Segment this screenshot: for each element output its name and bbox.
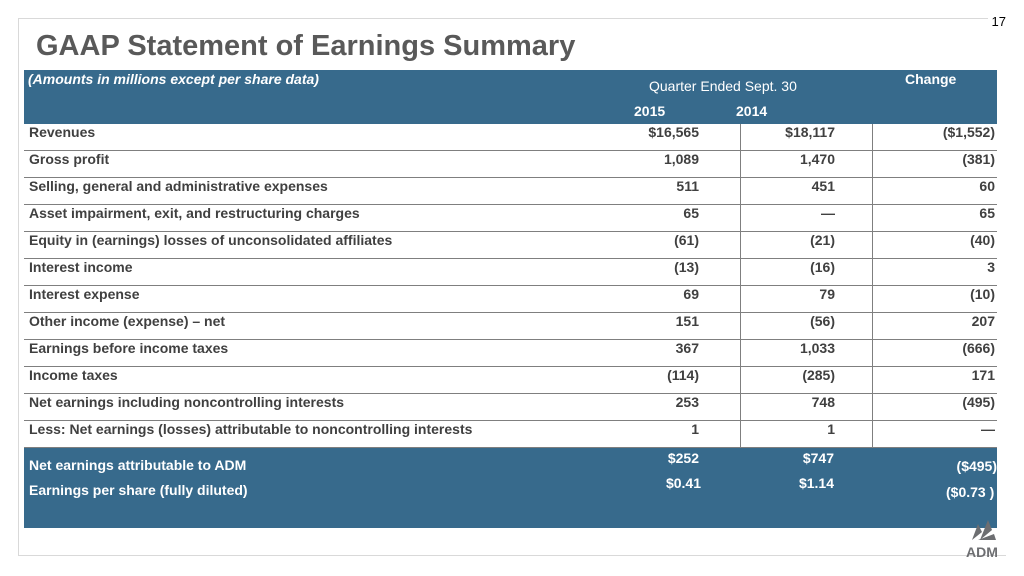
row-label: Net earnings including noncontrolling in… (29, 394, 345, 410)
value-change: (495) (962, 394, 995, 410)
row-label: Other income (expense) – net (29, 313, 226, 329)
eps-label: Earnings per share (fully diluted) (29, 482, 248, 498)
value-2015: 1,089 (663, 151, 699, 167)
row-label: Revenues (29, 124, 96, 140)
value-change: 207 (971, 313, 995, 329)
value-2014: (21) (810, 232, 835, 248)
value-2014: (56) (810, 313, 835, 329)
value-2015: 367 (675, 340, 699, 356)
year-2014-header: 2014 (736, 103, 768, 119)
quarter-header: Quarter Ended Sept. 30 (649, 78, 797, 94)
change-header: Change (905, 71, 957, 87)
value-2015: (114) (667, 367, 699, 383)
value-2014: 1,470 (799, 151, 835, 167)
value-2014: (16) (810, 259, 835, 275)
value-2015: 151 (675, 313, 699, 329)
value-change: ($1,552) (942, 124, 995, 140)
column-divider (740, 124, 741, 448)
value-2015: (13) (674, 259, 699, 275)
value-change: — (981, 421, 995, 437)
value-2014: 748 (811, 394, 835, 410)
row-label: Earnings before income taxes (29, 340, 229, 356)
value-change: 65 (979, 205, 995, 221)
row-label: Less: Net earnings (losses) attributable… (29, 421, 473, 437)
row-label: Selling, general and administrative expe… (29, 178, 328, 194)
year-2015-header: 2015 (634, 103, 666, 119)
table-row: Other income (expense) – net 151 (56) 207 (24, 313, 997, 340)
table-row: Interest expense 69 79 (10) (24, 286, 997, 313)
value-2015: 1 (691, 421, 699, 437)
slide-frame (18, 18, 1006, 556)
value-2015: 69 (683, 286, 699, 302)
eps-2014: $1.14 (798, 475, 834, 491)
value-change: (666) (962, 340, 995, 356)
value-change: 3 (987, 259, 995, 275)
value-2015: 511 (676, 178, 699, 194)
table-row: Income taxes (114) (285) 171 (24, 367, 997, 394)
table-footer: Net earnings attributable to ADM Earning… (24, 448, 997, 528)
value-2015: 253 (675, 394, 699, 410)
value-change: 60 (979, 178, 995, 194)
table-row: Less: Net earnings (losses) attributable… (24, 421, 997, 448)
value-change: 171 (971, 367, 995, 383)
row-label: Gross profit (29, 151, 110, 167)
net-earnings-change: ($495) (956, 458, 997, 474)
net-earnings-2015: $252 (667, 450, 699, 466)
amounts-note: (Amounts in millions except per share da… (28, 71, 319, 87)
page-number: 17 (991, 14, 1006, 29)
value-2015: $16,565 (648, 124, 699, 140)
net-earnings-2014: $747 (802, 450, 834, 466)
row-label: Asset impairment, exit, and restructurin… (29, 205, 360, 221)
table-row: Selling, general and administrative expe… (24, 178, 997, 205)
value-change: (40) (970, 232, 995, 248)
adm-leaf-icon (972, 520, 996, 540)
value-2015: (61) (674, 232, 699, 248)
value-change: (10) (970, 286, 995, 302)
value-2014: (285) (802, 367, 835, 383)
eps-2015: $0.41 (665, 475, 701, 491)
table-row: Asset impairment, exit, and restructurin… (24, 205, 997, 232)
slide-frame-top (18, 18, 988, 19)
adm-logo: ADM (962, 518, 1002, 564)
value-2014: 451 (811, 178, 835, 194)
value-2015: 65 (683, 205, 699, 221)
table-row: Earnings before income taxes 367 1,033 (666… (24, 340, 997, 367)
value-change: (381) (962, 151, 995, 167)
row-label: Income taxes (29, 367, 118, 383)
table-row: Gross profit 1,089 1,470 (381) (24, 151, 997, 178)
table-row: Revenues $16,565 $18,117 ($1,552) (24, 124, 997, 151)
table-row: Equity in (earnings) losses of unconsoli… (24, 232, 997, 259)
value-2014: — (821, 205, 835, 221)
earnings-table: Revenues $16,565 $18,117 ($1,552) Gross pro… (24, 124, 997, 448)
row-label: Interest income (29, 259, 133, 275)
table-row: Net earnings including noncontrolling in… (24, 394, 997, 421)
row-label: Interest expense (29, 286, 140, 302)
adm-logo-text: ADM (966, 544, 998, 560)
value-2014: 1 (827, 421, 835, 437)
value-2014: 79 (819, 286, 835, 302)
value-2014: 1,033 (799, 340, 835, 356)
net-earnings-label: Net earnings attributable to ADM (29, 457, 247, 473)
page-title: GAAP Statement of Earnings Summary (36, 30, 576, 62)
eps-change: ($0.73 ) (946, 484, 995, 500)
column-divider (872, 124, 873, 448)
row-label: Equity in (earnings) losses of unconsoli… (29, 232, 393, 248)
table-row: Interest income (13) (16) 3 (24, 259, 997, 286)
table-header: (Amounts in millions except per share da… (24, 70, 997, 124)
value-2014: $18,117 (785, 124, 835, 140)
